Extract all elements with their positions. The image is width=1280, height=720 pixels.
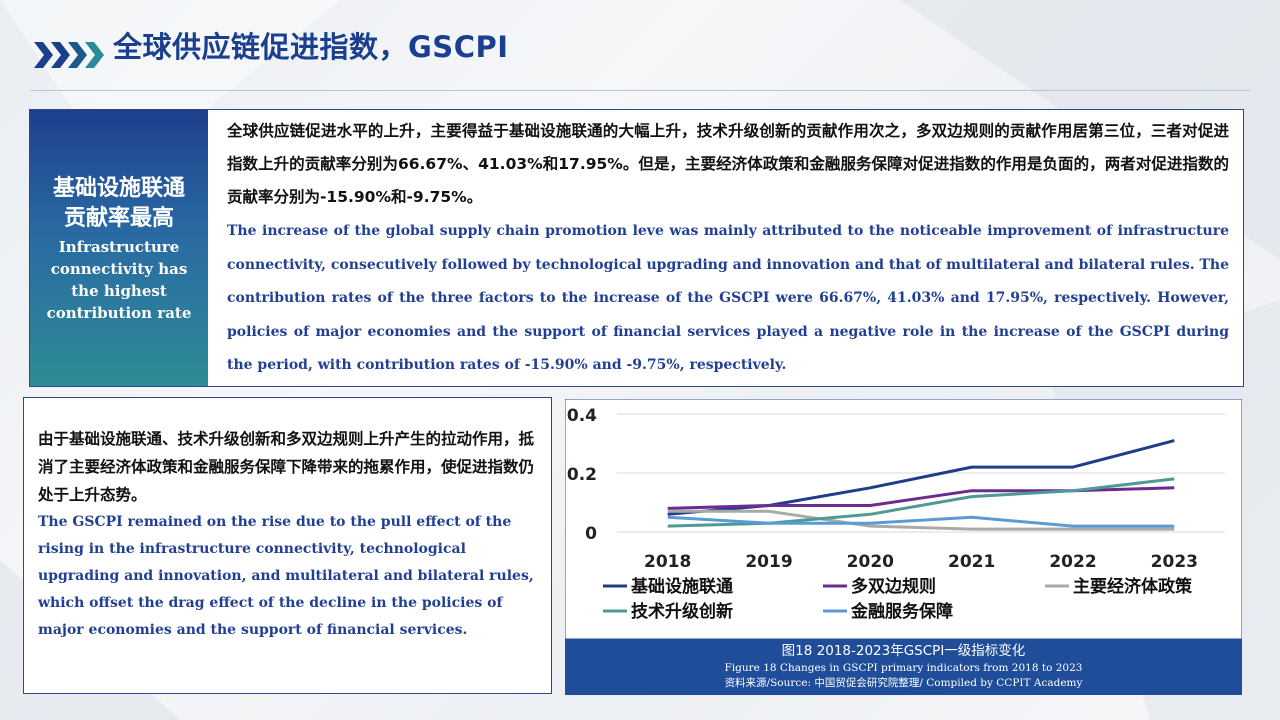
chart-caption: 图18 2018-2023年GSCPI一级指标变化 Figure 18 Chan…: [565, 639, 1242, 695]
legend-item: 主要经济体政策: [1045, 576, 1193, 597]
legend-label: 技术升级创新: [631, 601, 733, 622]
caption-source: 资料来源/Source: 中国贸促会研究院整理/ Compiled by CCP…: [724, 677, 1083, 689]
legend-item: 基础设施联通: [603, 576, 733, 597]
y-tick-label: 0: [585, 524, 597, 544]
caption-en: Figure 18 Changes in GSCPI primary indic…: [724, 662, 1083, 674]
x-tick-label: 2023: [1151, 552, 1198, 572]
chart-panel: 0 0.2 0.4 2018 2019 2020 2021 2022 2023 基础设施联通 多…: [565, 399, 1242, 695]
legend-label: 主要经济体政策: [1073, 576, 1193, 597]
caption-cn: 图18 2018-2023年GSCPI一级指标变化: [781, 643, 1026, 659]
legend-label: 多双边规则: [851, 576, 936, 597]
x-tick-label: 2021: [948, 552, 995, 572]
highlight-title-en: Infrastructure connectivity has the high…: [46, 238, 192, 322]
series-line: [667, 515, 1175, 528]
summary-text: 全球供应链促进水平的上升，主要得益于基础设施联通的大幅上升，技术升级创新的贡献作…: [227, 115, 1229, 383]
conclusion-text-cn: 由于基础设施联通、技术升级创新和多双边规则上升产生的拉动作用，抵消了主要经济体政…: [38, 430, 535, 504]
summary-text-cn: 全球供应链促进水平的上升，主要得益于基础设施联通的大幅上升，技术升级创新的贡献作…: [227, 122, 1229, 206]
legend-label: 基础设施联通: [630, 576, 733, 597]
series-line: [667, 509, 1175, 531]
page-title: 全球供应链促进指数，GSCPI: [113, 30, 509, 64]
legend-item: 多双边规则: [823, 576, 936, 597]
highlight-box: 基础设施联通 贡献率最高 Infrastructure connectivity…: [30, 110, 208, 386]
y-tick-label: 0.2: [567, 465, 597, 485]
title-divider: [30, 90, 1250, 91]
highlight-title-cn-line2: 贡献率最高: [63, 206, 174, 231]
summary-text-en: The increase of the global supply chain …: [227, 223, 1229, 373]
summary-panel: 基础设施联通 贡献率最高 Infrastructure connectivity…: [29, 109, 1244, 387]
legend-item: 金融服务保障: [823, 601, 953, 622]
chevron-arrows-icon: [34, 42, 104, 68]
legend-item: 技术升级创新: [603, 601, 733, 622]
x-tick-label: 2022: [1049, 552, 1096, 572]
x-tick-label: 2020: [847, 552, 894, 572]
x-tick-label: 2018: [644, 552, 691, 572]
legend-label: 金融服务保障: [850, 601, 953, 622]
conclusion-panel: 由于基础设施联通、技术升级创新和多双边规则上升产生的拉动作用，抵消了主要经济体政…: [23, 397, 552, 694]
highlight-title-cn-line1: 基础设施联通: [52, 176, 185, 201]
line-chart: 0 0.2 0.4 2018 2019 2020 2021 2022 2023 基础设施联通 多…: [565, 399, 1242, 639]
x-tick-label: 2019: [745, 552, 792, 572]
y-tick-label: 0.4: [567, 406, 597, 426]
conclusion-text-en: The GSCPI remained on the rise due to th…: [38, 514, 534, 638]
